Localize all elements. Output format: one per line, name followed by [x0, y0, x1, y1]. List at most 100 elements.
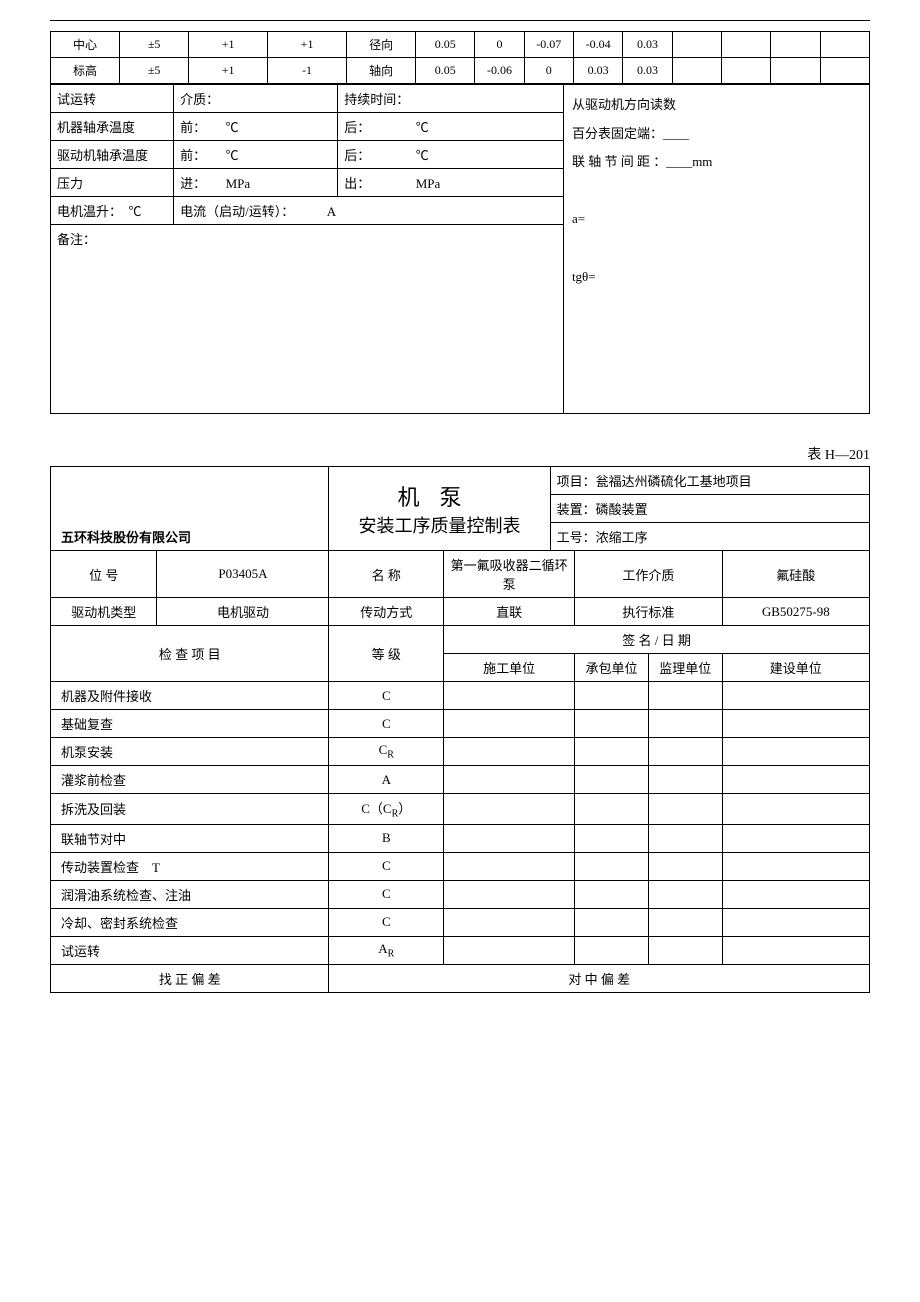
- measure-cell: -0.06: [475, 58, 524, 84]
- sign-cell: [575, 794, 649, 825]
- medium-val: 氟硅酸: [722, 551, 869, 598]
- measurement-table: 中心±5+1+1径向0.050-0.07-0.040.03标高±5+1-1轴向0…: [50, 31, 870, 84]
- measure-cell: [721, 32, 770, 58]
- measure-cell: 径向: [347, 32, 416, 58]
- check-item-name: 试运转: [51, 936, 329, 964]
- foot-left: 找 正 偏 差: [51, 964, 329, 992]
- driver-bearing-front: 前： ℃: [174, 141, 338, 169]
- measure-cell: 0.05: [416, 58, 475, 84]
- check-item-grade: C: [329, 682, 444, 710]
- top-rule: [50, 20, 870, 21]
- check-item-grade: CR: [329, 738, 444, 766]
- sign-cell: [722, 710, 869, 738]
- trans-val: 直联: [444, 598, 575, 626]
- measure-cell: 中心: [51, 32, 120, 58]
- check-item-grade: C（CR）: [329, 794, 444, 825]
- std-val: GB50275-98: [722, 598, 869, 626]
- measure-cell: 标高: [51, 58, 120, 84]
- measure-cell: 0.03: [573, 58, 622, 84]
- measure-cell: 0.03: [623, 58, 672, 84]
- driver-label: 驱动机类型: [51, 598, 157, 626]
- plant-cell: 装置：磷酸装置: [550, 495, 869, 523]
- check-item-name: 机泵安装: [51, 738, 329, 766]
- driver-bearing-label: 驱动机轴承温度: [51, 141, 174, 169]
- sign-cell: [444, 682, 575, 710]
- bearing-label: 机器轴承温度: [51, 113, 174, 141]
- wono-cell: 工号：浓缩工序: [550, 523, 869, 551]
- sign-cell: [722, 936, 869, 964]
- side-l3: 联 轴 节 间 距 ：____mm: [572, 148, 861, 177]
- measure-cell: 0.03: [623, 32, 672, 58]
- sign-header: 签 名 / 日 期: [444, 626, 870, 654]
- table-number: 表 H—201: [50, 444, 870, 464]
- unit4: 建设单位: [722, 654, 869, 682]
- measure-cell: [820, 58, 869, 84]
- trial-medium: 介质：: [174, 85, 338, 113]
- sign-cell: [444, 936, 575, 964]
- measure-cell: [820, 32, 869, 58]
- sign-cell: [575, 766, 649, 794]
- motor-current: 电流（启动/运转）： A: [174, 197, 564, 225]
- measure-cell: +1: [189, 32, 268, 58]
- pressure-in: 进： MPa: [174, 169, 338, 197]
- check-item-grade: C: [329, 710, 444, 738]
- side-l4: a=: [572, 205, 861, 234]
- sign-cell: [722, 880, 869, 908]
- measure-cell: 0: [475, 32, 524, 58]
- sign-cell: [722, 738, 869, 766]
- side-l5: tgθ=: [572, 263, 861, 292]
- sign-cell: [575, 852, 649, 880]
- quality-form: 五环科技股份有限公司 机泵 安装工序质量控制表 项目：瓮福达州磷硫化工基地项目 …: [50, 466, 870, 993]
- trial-label: 试运转: [51, 85, 174, 113]
- sign-cell: [444, 908, 575, 936]
- side-l2: 百分表固定端：____: [572, 120, 861, 149]
- name-val: 第一氟吸收器二循环泵: [444, 551, 575, 598]
- sign-cell: [575, 824, 649, 852]
- sign-cell: [648, 824, 722, 852]
- foot-right: 对 中 偏 差: [329, 964, 870, 992]
- form-title: 机泵: [332, 480, 546, 512]
- check-item-grade: AR: [329, 936, 444, 964]
- sign-cell: [648, 908, 722, 936]
- measure-cell: +1: [268, 32, 347, 58]
- remarks-cell: 备注：: [51, 225, 564, 414]
- check-item-grade: C: [329, 880, 444, 908]
- measure-cell: +1: [189, 58, 268, 84]
- name-label: 名 称: [329, 551, 444, 598]
- check-item-grade: B: [329, 824, 444, 852]
- check-item-name: 传动装置检查 T: [51, 852, 329, 880]
- sign-cell: [648, 710, 722, 738]
- check-item-name: 机器及附件接收: [51, 682, 329, 710]
- driver-bearing-rear: 后： ℃: [338, 141, 564, 169]
- pos-val: P03405A: [157, 551, 329, 598]
- measure-cell: 0: [524, 58, 573, 84]
- sign-cell: [722, 766, 869, 794]
- trial-duration: 持续时间：: [338, 85, 564, 113]
- unit2: 承包单位: [575, 654, 649, 682]
- measure-cell: [672, 58, 721, 84]
- sign-cell: [648, 738, 722, 766]
- sign-cell: [444, 824, 575, 852]
- company-name: 五环科技股份有限公司: [51, 467, 329, 551]
- measure-cell: 0.05: [416, 32, 475, 58]
- sign-cell: [648, 936, 722, 964]
- driver-val: 电机驱动: [157, 598, 329, 626]
- bearing-rear: 后： ℃: [338, 113, 564, 141]
- pressure-label: 压力: [51, 169, 174, 197]
- check-item-grade: C: [329, 908, 444, 936]
- sign-cell: [722, 794, 869, 825]
- form-subtitle: 安装工序质量控制表: [332, 512, 546, 538]
- measure-cell: -0.07: [524, 32, 573, 58]
- sign-cell: [648, 766, 722, 794]
- sign-cell: [575, 880, 649, 908]
- trans-label: 传动方式: [329, 598, 444, 626]
- side-l1: 从驱动机方向读数: [572, 91, 861, 120]
- measure-cell: [771, 32, 820, 58]
- sign-cell: [575, 682, 649, 710]
- measure-cell: [771, 58, 820, 84]
- sign-cell: [648, 682, 722, 710]
- sign-cell: [444, 794, 575, 825]
- grade-header: 等 级: [329, 626, 444, 682]
- sign-cell: [444, 710, 575, 738]
- measure-cell: ±5: [120, 32, 189, 58]
